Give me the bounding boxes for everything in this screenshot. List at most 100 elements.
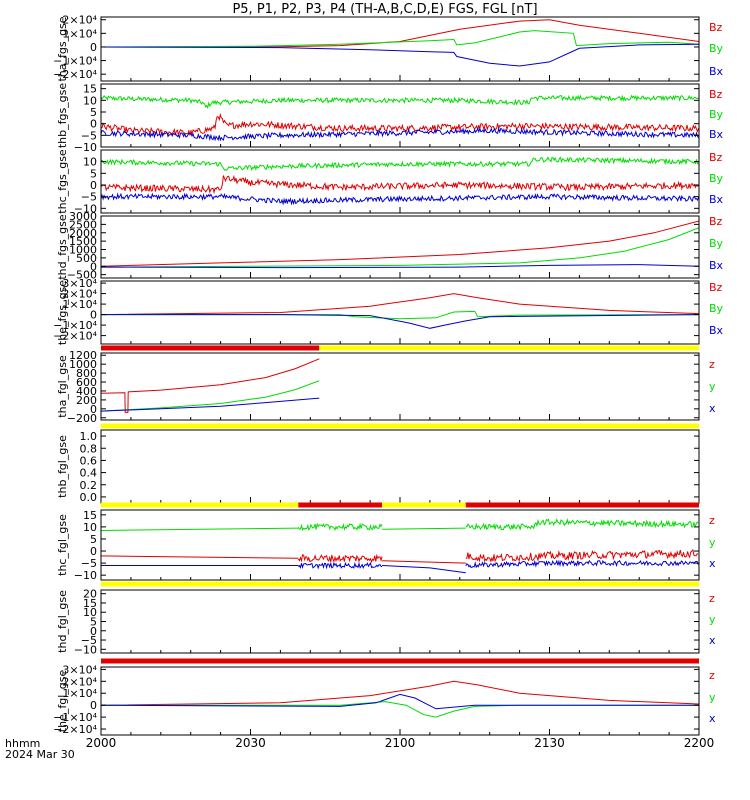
y-tick-label: −1×10⁴ [53,319,97,332]
legend-label-Bz: Bz [709,88,723,101]
panel-frame [100,352,700,421]
status-bar-segment-2 [382,502,466,508]
y-tick-label: 10 [83,156,97,169]
y-tick-label: 0 [90,260,97,273]
legend-label-Bz: Bz [709,281,723,294]
y-tick-label: 3×10⁴ [62,663,97,676]
series-line-red [297,553,383,564]
series-line-blue [101,126,699,142]
legend-label-Bx: Bx [709,128,724,141]
x-tick-label: 2000 [86,736,117,750]
x-axis: 2000 2030 2100 2130 2200 [86,729,715,750]
panel-frame [100,16,700,82]
y-tick-label: −10 [74,202,97,215]
y-tick-label: −5 [81,634,97,647]
y-tick-label: −1×10⁴ [53,711,97,724]
legend-label-Bz: Bz [709,215,723,228]
series-line-blue [101,693,699,710]
y-tick-label: 1×10⁴ [62,687,97,700]
series-line-red [382,560,466,564]
y-tick-label: 500 [76,252,97,265]
panel-frame [100,429,700,504]
y-tick-label: 1×10⁴ [62,298,97,311]
series-line-red [101,293,699,316]
y-tick-label: 5 [90,106,97,119]
y-tick-label: 5 [90,167,97,180]
y-tick-label: 10 [83,606,97,619]
y-tick-label: −10 [74,569,97,582]
legend-label-Bz: Bz [709,21,723,34]
series-line-green [101,94,699,110]
series-line-blue [382,565,466,574]
y-tick-label: 2×10⁴ [62,288,97,301]
y-tick-label: 1.0 [80,430,98,443]
panel-frame [100,589,700,654]
chart-title: P5, P1, P2, P3, P4 (TH-A,B,C,D,E) FGS, F… [232,2,537,17]
y-tick-label: 0.4 [80,467,98,480]
x-tick-label: 2130 [534,736,565,750]
series-line-green [465,517,699,531]
y-tick-label: −5 [81,557,97,570]
legend-label-By: By [709,172,724,185]
panel-frame [100,280,700,345]
y-tick-label: 2500 [69,218,97,231]
y-tick-label: 0 [90,309,97,322]
y-tick-label: 0 [90,625,97,638]
y-axis-label: tha_fgl_gse [56,355,69,418]
legend-label-x: x [709,557,716,570]
legend-label-x: x [709,712,716,725]
series-line-blue [465,559,699,569]
y-tick-label: 2000 [69,227,97,240]
status-bar-segment-0 [101,423,699,429]
y-tick-label: 5 [90,616,97,629]
status-bar-segment-1 [298,502,383,508]
x-tick-label: 2100 [385,736,416,750]
panel-thb_fgl_gse: 1.00.80.60.40.20.0 thb_fgl_gse [56,423,700,504]
y-tick-label: 1×10⁴ [62,27,97,40]
y-tick-label: −2×10⁴ [53,68,97,81]
panel-frame [100,83,700,148]
series-line-red [101,112,699,138]
legend-label-z: z [709,514,715,527]
y-tick-label: 0 [90,699,97,712]
series-line-green [101,30,699,48]
legend-label-By: By [709,302,724,315]
x-tick-label: 2200 [684,736,715,750]
y-tick-label: 0.6 [80,454,98,467]
legend-label-Bz: Bz [709,151,723,164]
series-group [101,358,320,413]
legend-label-x: x [709,634,716,647]
y-axis-label: thd_fgs_gse [56,214,69,280]
y-axis-label: thc_fgs_gse [56,149,69,214]
legend-label-y: y [709,613,716,626]
series-group [101,94,699,142]
y-tick-label: 2×10⁴ [62,675,97,688]
y-tick-label: 10 [83,521,97,534]
y-tick-label: 5 [90,533,97,546]
panel-frame [100,666,700,736]
y-tick-label: 0 [90,179,97,192]
y-tick-label: 1500 [69,235,97,248]
series-line-green [101,527,299,531]
y-tick-label: 20 [83,588,97,601]
legend-label-By: By [709,237,724,250]
series-line-red [101,220,699,267]
y-tick-label: −5 [81,191,97,204]
y-tick-label: −2×10⁴ [53,330,97,343]
legend-label-y: y [709,536,716,549]
y-tick-label: 0.8 [80,442,98,455]
y-tick-label: 600 [76,376,97,389]
y-tick-label: 200 [76,394,97,407]
panel-frame [100,149,700,214]
series-line-blue [101,192,699,206]
x-tick-label: 2030 [235,736,266,750]
legend-label-z: z [709,592,715,605]
